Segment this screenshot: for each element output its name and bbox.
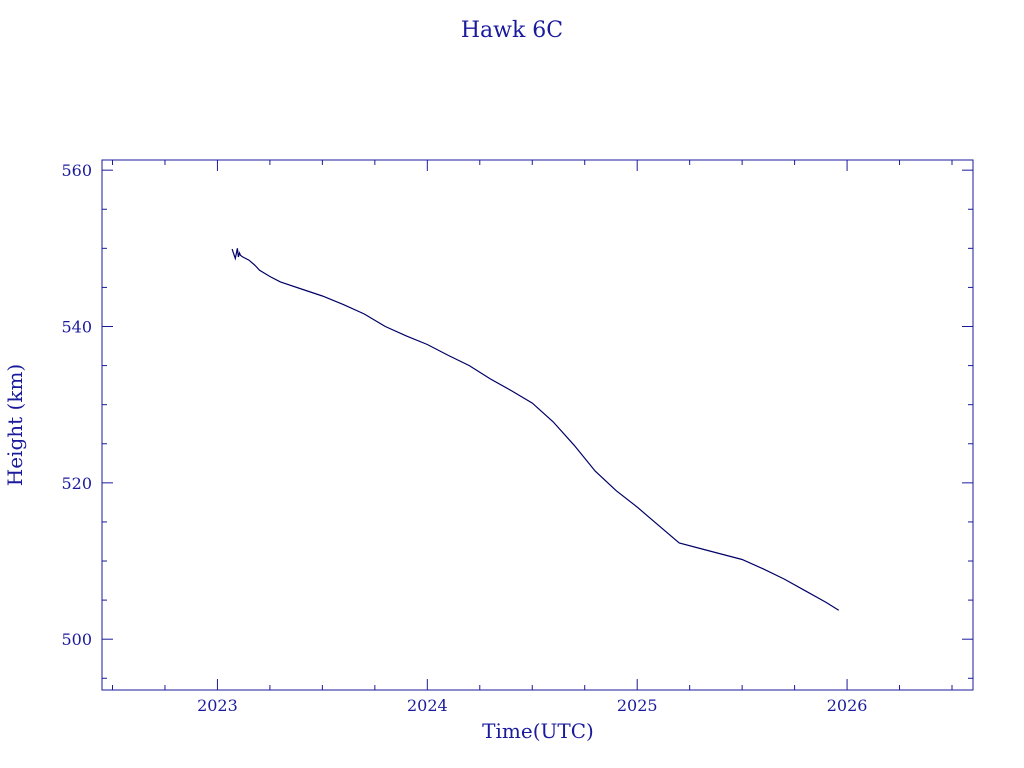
y-tick-label: 500	[61, 630, 92, 649]
y-axis-label: Height (km)	[3, 364, 27, 486]
x-tick-label: 2024	[407, 696, 448, 715]
plot-frame	[101, 159, 974, 691]
chart-title: Hawk 6C	[461, 18, 563, 43]
y-axis-tick-labels: 500 520 540 560	[61, 161, 92, 649]
height-series-line	[231, 248, 840, 611]
x-tick-label: 2026	[827, 696, 868, 715]
x-axis-label: Time(UTC)	[482, 719, 594, 743]
y-tick-label: 540	[61, 318, 92, 337]
y-axis-ticks	[102, 169, 973, 679]
x-tick-label: 2025	[617, 696, 658, 715]
y-tick-label: 520	[61, 474, 92, 493]
x-axis-tick-labels: 2023 2024 2025 2026	[197, 696, 867, 715]
y-tick-label: 560	[61, 161, 92, 180]
x-axis-ticks	[111, 160, 953, 690]
x-tick-label: 2023	[197, 696, 238, 715]
